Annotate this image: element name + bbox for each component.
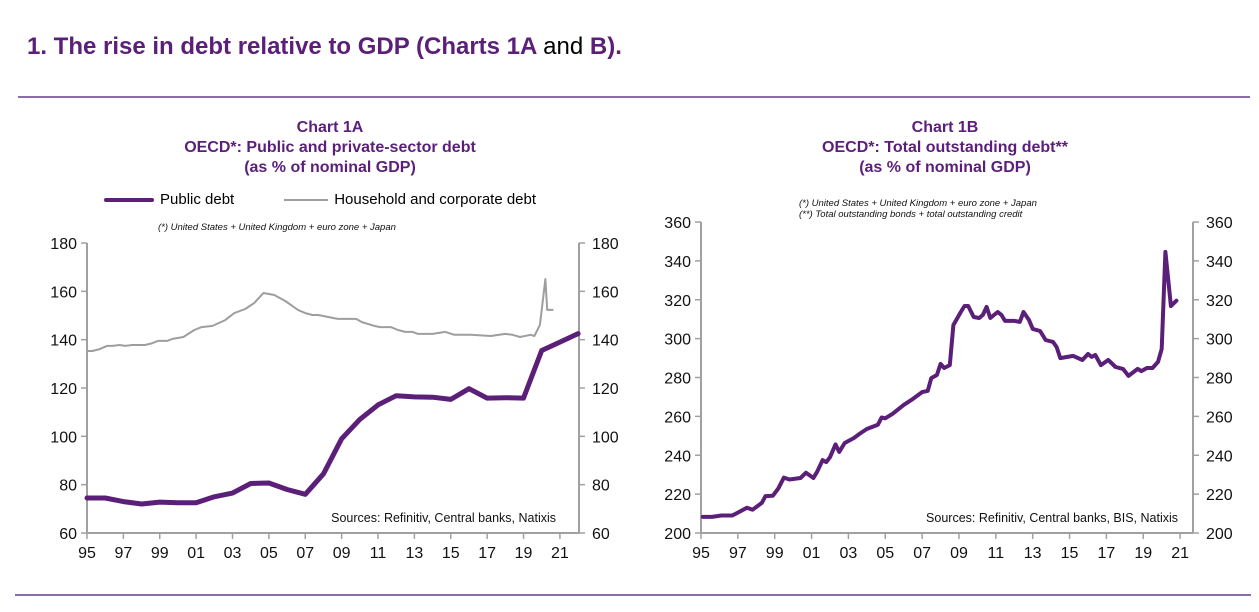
y-tick-label-right: 240 [1206,448,1233,465]
y-tick-label-right: 340 [1206,254,1233,271]
x-tick-label: 03 [224,545,242,562]
chart-1a-label: Chart 1A [296,119,364,136]
y-tick-label-right: 160 [592,284,619,301]
x-tick-label: 17 [1097,545,1115,562]
top-divider [18,96,1250,98]
y-tick-label-left: 200 [664,526,691,543]
x-tick-label: 19 [515,545,533,562]
y-tick-label-right: 60 [592,526,610,543]
chart-1b-title-block: Chart 1B OECD*: Total outstanding debt**… [720,118,1170,178]
y-tick-label-left: 240 [664,448,691,465]
legend-swatch-public-debt [104,197,154,202]
y-tick-label-left: 280 [664,371,691,388]
y-tick-label-left: 120 [50,381,77,398]
heading-part-2: and [543,33,584,60]
legend-swatch-household-corporate-debt [284,198,329,201]
series-line-household-and-corporate-debt [86,278,554,352]
y-tick-label-right: 320 [1206,293,1233,310]
y-tick-label-left: 340 [664,254,691,271]
y-tick-label-left: 260 [664,409,691,426]
chart-1b-title: OECD*: Total outstanding debt** [822,139,1068,156]
chart-1a-legend: Public debt Household and corporate debt [104,191,536,208]
y-tick-label-left: 80 [59,478,77,495]
y-tick-label-right: 140 [592,333,619,350]
y-tick-label-right: 120 [592,381,619,398]
y-tick-label-left: 360 [664,215,691,232]
x-tick-label: 03 [840,545,858,562]
x-tick-label: 01 [803,545,821,562]
y-tick-label-right: 360 [1206,215,1233,232]
x-tick-label: 97 [729,545,747,562]
y-tick-label-right: 260 [1206,409,1233,426]
chart-1b-note-1: (*) United States + United Kingdom + eur… [799,198,1037,209]
x-tick-label: 95 [78,545,96,562]
x-tick-label: 95 [692,545,710,562]
series-line-public-debt [84,331,581,507]
x-tick-label: 11 [988,545,1005,562]
x-tick-label: 05 [876,545,894,562]
chart-1a-subtitle: (as % of nominal GDP) [244,159,416,176]
source-note: Sources: Refinitiv, Central banks, BIS, … [926,511,1178,525]
chart-1b-plot: 200 200 220 220 240 240 260 260 280 280 300 300 320 3… [664,215,1233,562]
x-tick-label: 07 [296,545,314,562]
series-line-total-outstanding-debt [700,249,1179,519]
x-tick-label: 97 [114,545,132,562]
y-tick-label-right: 80 [592,478,610,495]
section-heading: 1. The rise in debt relative to GDP (Cha… [27,33,622,61]
y-tick-label-left: 320 [664,293,691,310]
chart-1b-subtitle: (as % of nominal GDP) [859,159,1031,176]
x-tick-label: 99 [151,545,169,562]
x-tick-label: 99 [766,545,784,562]
y-tick-label-right: 300 [1206,332,1233,349]
y-tick-label-left: 60 [59,526,77,543]
y-tick-label-right: 220 [1206,487,1233,504]
x-tick-label: 09 [333,545,351,562]
chart-1a-plot: 60 60 80 80 100 100 120 120 140 140 160 160 180 180 95… [50,236,619,562]
x-tick-label: 19 [1134,545,1152,562]
chart-1a-note: (*) United States + United Kingdom + eur… [158,222,396,233]
bottom-divider [15,594,1251,596]
chart-1b-label: Chart 1B [911,119,979,136]
x-tick-label: 07 [913,545,931,562]
x-tick-label: 21 [551,545,569,562]
x-tick-label: 15 [1061,545,1079,562]
x-tick-label: 15 [442,545,460,562]
x-tick-label: 01 [187,545,205,562]
legend-label-public-debt: Public debt [160,191,235,208]
y-tick-label-left: 160 [50,284,77,301]
chart-1a-title: OECD*: Public and private-sector debt [184,139,476,156]
x-tick-label: 13 [405,545,423,562]
chart-1b-note-2: (**) Total outstanding bonds + total out… [799,209,1023,220]
x-tick-label: 11 [370,545,387,562]
y-tick-label-right: 100 [592,429,619,446]
heading-part-3: B). [589,33,622,60]
y-tick-label-left: 140 [50,333,77,350]
chart-1a-title-block: Chart 1A OECD*: Public and private-secto… [100,118,560,178]
source-note: Sources: Refinitiv, Central banks, Natix… [331,511,556,525]
y-tick-label-left: 180 [50,236,77,253]
y-tick-label-left: 300 [664,332,691,349]
y-tick-label-left: 100 [50,429,77,446]
legend-label-household-corporate-debt: Household and corporate debt [334,191,537,208]
heading-part-1: 1. The rise in debt relative to GDP (Cha… [27,33,537,60]
y-tick-label-left: 220 [664,487,691,504]
x-tick-label: 09 [950,545,968,562]
x-tick-label: 21 [1171,545,1189,562]
y-tick-label-right: 180 [592,236,619,253]
x-tick-label: 05 [260,545,278,562]
y-tick-label-right: 280 [1206,371,1233,388]
x-tick-label: 13 [1024,545,1042,562]
x-tick-label: 17 [478,545,496,562]
y-tick-label-right: 200 [1206,526,1233,543]
